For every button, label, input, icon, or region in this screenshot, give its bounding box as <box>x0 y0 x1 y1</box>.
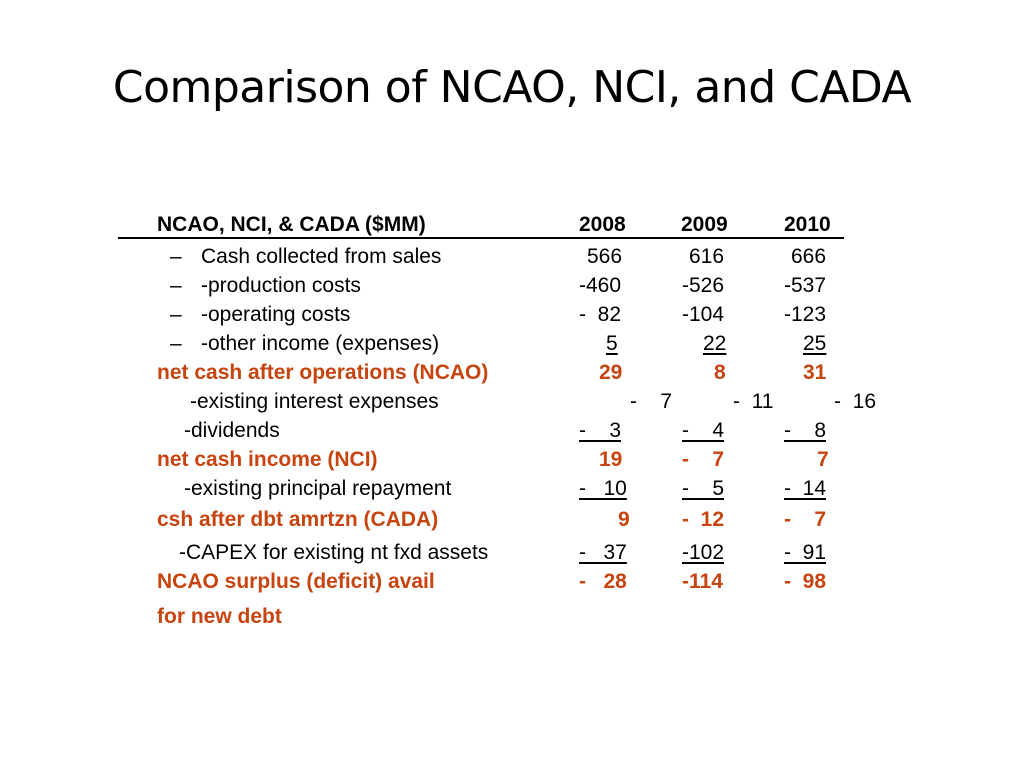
header-underline <box>118 237 844 239</box>
value-2008: 566 <box>587 245 623 268</box>
value-2010: -537 <box>784 274 827 297</box>
bullet-dash: – <box>170 274 182 297</box>
value-2009: 22 <box>703 332 727 355</box>
value-2010: - 16 <box>834 390 877 413</box>
value-2010: 666 <box>791 245 827 268</box>
header-label: NCAO, NCI, & CADA ($MM) <box>157 213 426 236</box>
value-2008: - 10 <box>579 477 627 500</box>
value-2009: - 11 <box>733 390 774 413</box>
value-2008: - 28 <box>579 570 627 593</box>
value-2008: -460 <box>579 274 622 297</box>
row-label: for new debt <box>157 605 282 628</box>
value-2008: 5 <box>606 332 618 355</box>
value-2010: - 8 <box>784 419 827 442</box>
table-row-ncao: net cash after operations (NCAO) 29 8 31 <box>0 359 1024 389</box>
value-2008: 19 <box>599 448 623 471</box>
table-row: -dividends - 3 - 4 - 8 <box>0 417 1024 447</box>
row-label: csh after dbt amrtzn (CADA) <box>157 508 439 531</box>
row-label: -CAPEX for existing nt fxd assets <box>179 541 489 564</box>
value-2010: -123 <box>784 303 827 326</box>
value-2010: - 7 <box>784 508 827 531</box>
value-2009: -104 <box>682 303 725 326</box>
value-2008: - 82 <box>579 303 622 326</box>
row-label: Cash collected from sales <box>201 245 442 268</box>
table-row-ncao-surplus: NCAO surplus (deficit) avail - 28 -114 -… <box>0 568 1024 598</box>
row-label: -production costs <box>201 274 361 297</box>
value-2008: - 7 <box>630 390 673 413</box>
bullet-dash: – <box>170 303 182 326</box>
value-2008: 9 <box>618 508 630 531</box>
row-label: -other income (expenses) <box>201 332 440 355</box>
value-2010: 31 <box>803 361 827 384</box>
row-label: -existing interest expenses <box>190 390 439 413</box>
bullet-dash: – <box>170 245 182 268</box>
value-2008: - 37 <box>579 541 627 564</box>
header-year-2009: 2009 <box>681 213 728 236</box>
row-label: net cash income (NCI) <box>157 448 378 471</box>
table-row-cada: csh after dbt amrtzn (CADA) 9 - 12 - 7 <box>0 506 1024 536</box>
table-row-continuation: for new debt <box>0 603 1024 633</box>
value-2009: - 5 <box>682 477 725 500</box>
table-row-nci: net cash income (NCI) 19 - 7 7 <box>0 446 1024 476</box>
value-2010: - 91 <box>784 541 827 564</box>
row-label: -existing principal repayment <box>184 477 452 500</box>
table-header-row: NCAO, NCI, & CADA ($MM) 2008 2009 2010 <box>0 211 1024 241</box>
table-row: – -other income (expenses) 5 22 25 <box>0 330 1024 360</box>
table-row: -existing principal repayment - 10 - 5 -… <box>0 475 1024 505</box>
slide-title: Comparison of NCAO, NCI, and CADA <box>112 62 912 113</box>
value-2010: 7 <box>817 448 829 471</box>
value-2009: - 4 <box>682 419 725 442</box>
value-2009: 616 <box>689 245 725 268</box>
table-row: -CAPEX for existing nt fxd assets - 37 -… <box>0 539 1024 569</box>
value-2009: -114 <box>682 570 723 593</box>
row-label: NCAO surplus (deficit) avail <box>157 570 435 593</box>
table-row: – -operating costs - 82 -104 -123 <box>0 301 1024 331</box>
value-2008: - 3 <box>579 419 622 442</box>
value-2009: - 12 <box>682 508 725 531</box>
value-2009: 8 <box>714 361 726 384</box>
value-2009: - 7 <box>682 448 725 471</box>
table-row: – -production costs -460 -526 -537 <box>0 272 1024 302</box>
row-label: -operating costs <box>201 303 351 326</box>
row-label: net cash after operations (NCAO) <box>157 361 489 384</box>
value-2010: - 14 <box>784 477 827 500</box>
header-year-2008: 2008 <box>579 213 626 236</box>
value-2009: -526 <box>682 274 725 297</box>
header-year-2010: 2010 <box>784 213 831 236</box>
row-label: -dividends <box>184 419 280 442</box>
value-2008: 29 <box>599 361 623 384</box>
bullet-dash: – <box>170 332 182 355</box>
value-2010: 25 <box>803 332 827 355</box>
table-row: -existing interest expenses - 7 - 11 - 1… <box>0 388 1024 418</box>
value-2010: - 98 <box>784 570 827 593</box>
table-row: – Cash collected from sales 566 616 666 <box>0 243 1024 273</box>
value-2009: -102 <box>682 541 725 564</box>
